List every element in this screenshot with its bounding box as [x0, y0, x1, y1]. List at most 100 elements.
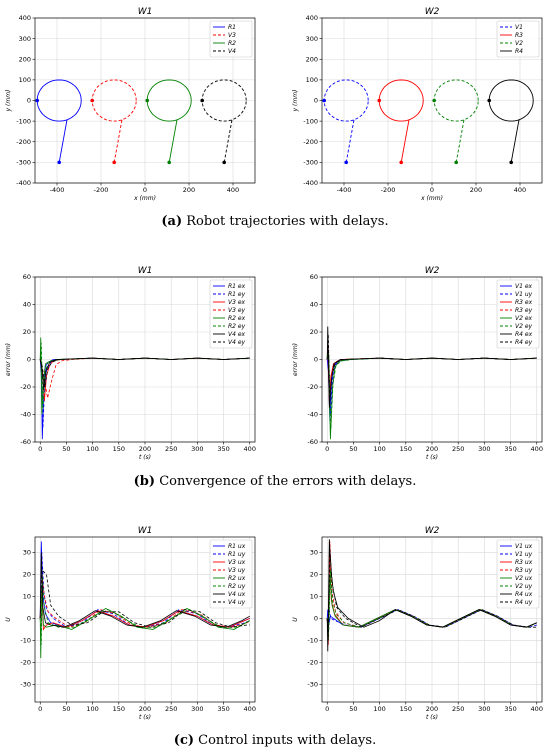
- legend-label: R4 ey: [515, 339, 533, 346]
- caption-a: (a) Robot trajectories with delays.: [0, 214, 550, 229]
- chart-panel-5: 0 50 100 150 200 250 300 350 400 -30 -20 -10 0 10 20 30…: [5, 526, 256, 721]
- legend-label: V1 uy: [515, 551, 533, 558]
- y-tick-label: 400: [19, 14, 31, 22]
- x-tick-label: 150: [400, 445, 412, 453]
- legend-label: R3: [515, 32, 523, 39]
- legend-box: [496, 279, 540, 349]
- legend-label: R2 uy: [228, 583, 246, 590]
- end-point-V4: [200, 98, 204, 103]
- y-tick-label: -200: [16, 138, 31, 146]
- x-tick-label: 400: [244, 445, 256, 453]
- x-tick-label: 200: [183, 186, 195, 194]
- y-tick-label: -40: [307, 411, 318, 419]
- y-tick-label: -60: [20, 438, 31, 446]
- x-tick-label: 300: [191, 445, 203, 453]
- caption-a-text: Robot trajectories with delays.: [186, 214, 389, 229]
- legend-label: R1 ex: [228, 283, 246, 290]
- approach-V2: [455, 119, 465, 163]
- series-group: [326, 326, 537, 440]
- y-tick-label: -10: [20, 637, 31, 645]
- series-group: [39, 541, 251, 659]
- y-tick-label: 30: [23, 549, 31, 557]
- legend-label: R2 ey: [228, 323, 246, 330]
- series-group: [322, 79, 534, 165]
- start-point-V4: [222, 160, 226, 165]
- x-axis-label: t (s): [139, 454, 151, 461]
- chart-panel-6: 0 50 100 150 200 250 300 350 400 -30 -20 -10 0 10 20 30…: [292, 526, 543, 721]
- legend-label: V2 uy: [515, 583, 533, 590]
- y-tick-label: 20: [310, 328, 318, 336]
- legend-label: V1: [515, 24, 523, 31]
- y-tick-label: 20: [310, 571, 318, 579]
- y-tick-label: 40: [310, 301, 318, 309]
- x-tick-label: 150: [113, 445, 125, 453]
- series-V2-uy: [326, 569, 537, 632]
- x-tick-label: 0: [143, 186, 147, 194]
- approach-V3: [113, 119, 123, 163]
- legend-label: R2 ex: [228, 315, 246, 322]
- legend-box: [209, 279, 253, 349]
- legend-label: V3 ex: [228, 299, 246, 306]
- y-tick-label: 60: [310, 273, 318, 281]
- x-tick-label: 0: [38, 445, 42, 453]
- end-point-R4: [487, 98, 492, 103]
- start-point-R4: [509, 160, 513, 165]
- legend-label: V4 uy: [228, 599, 246, 606]
- y-tick-label: -20: [20, 659, 31, 667]
- x-tick-label: 50: [349, 445, 357, 453]
- x-tick-label: -400: [50, 186, 65, 194]
- x-tick-label: 0: [430, 186, 434, 194]
- series-R1-uy: [39, 552, 250, 628]
- x-tick-label: 250: [452, 705, 464, 713]
- x-tick-label: 50: [62, 705, 70, 713]
- chart-title: W1: [138, 526, 153, 536]
- caption-c-text: Control inputs with delays.: [198, 733, 377, 748]
- start-point-V3: [112, 160, 116, 165]
- approach-R4: [510, 119, 520, 163]
- y-tick-label: 200: [19, 55, 31, 63]
- y-tick-label: 100: [19, 76, 31, 84]
- legend-label: R4 uy: [515, 599, 533, 606]
- x-axis-label: t (s): [426, 714, 438, 721]
- legend-label: V1 uy: [515, 291, 533, 298]
- x-tick-label: 250: [165, 705, 177, 713]
- x-tick-label: 400: [244, 705, 256, 713]
- x-tick-label: 400: [531, 445, 543, 453]
- legend-box: [209, 20, 253, 58]
- x-tick-label: 200: [426, 445, 438, 453]
- approach-R2: [168, 119, 178, 163]
- chart-panel-4: 0 50 100 150 200 250 300 350 400 -60 -40 -20 0 20 40 60…: [292, 266, 543, 461]
- end-point-V3: [90, 98, 94, 103]
- y-tick-label: -10: [307, 637, 318, 645]
- legend-label: V4 ey: [228, 339, 246, 346]
- caption-a-tag: (a): [161, 214, 183, 229]
- approach-R1: [58, 119, 68, 163]
- x-tick-label: 300: [478, 705, 490, 713]
- x-tick-label: 300: [478, 445, 490, 453]
- end-point-V1: [322, 98, 327, 103]
- y-tick-label: 0: [314, 356, 318, 364]
- chart-panel-2: -400 -200 0 200 400 -400 -300 -200 -100 0 100 200 30…: [292, 7, 543, 202]
- series-V3-uy: [39, 574, 251, 628]
- legend-label: V2 ey: [515, 323, 533, 330]
- legend-label: V3 ey: [228, 307, 246, 314]
- legend-label: V1 ex: [515, 283, 533, 290]
- x-tick-label: 0: [325, 445, 329, 453]
- series-R2-uy: [39, 574, 250, 645]
- y-axis-label: y (mm): [292, 90, 299, 113]
- caption-c-tag: (c): [173, 733, 195, 748]
- y-axis-label: error (mm): [5, 343, 12, 376]
- x-tick-label: 350: [217, 705, 229, 713]
- legend-label: R3 ux: [515, 559, 533, 566]
- x-tick-label: 200: [139, 445, 151, 453]
- y-tick-label: -20: [307, 659, 318, 667]
- y-tick-label: 40: [23, 301, 31, 309]
- y-axis-label: error (mm): [292, 343, 299, 376]
- y-tick-label: -400: [303, 179, 318, 187]
- start-point-R3: [399, 160, 404, 165]
- y-tick-label: -100: [303, 117, 318, 125]
- legend-label: R4 ex: [515, 331, 533, 338]
- y-tick-label: 20: [23, 328, 31, 336]
